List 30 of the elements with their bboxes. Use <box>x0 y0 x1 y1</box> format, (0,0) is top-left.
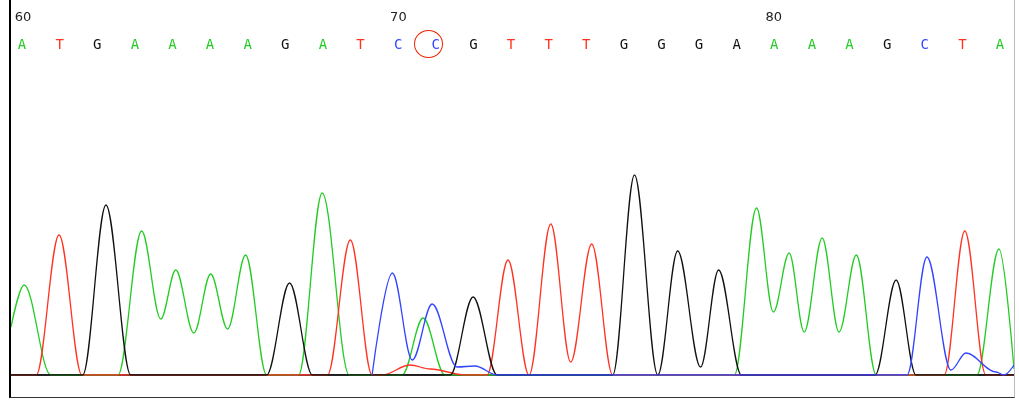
text: G <box>469 36 478 52</box>
text: A <box>995 36 1005 52</box>
text: G <box>281 36 290 52</box>
text: T <box>582 36 592 52</box>
x-tick-label: 70 <box>390 9 407 24</box>
text: G <box>694 36 704 52</box>
text: G <box>619 36 629 52</box>
text: G <box>882 36 892 52</box>
text: A <box>732 36 742 52</box>
text: G <box>93 36 102 52</box>
text: C <box>393 36 403 52</box>
text: T <box>356 36 366 52</box>
text: T <box>506 36 516 52</box>
text: A <box>770 36 780 52</box>
text: A <box>168 36 178 52</box>
text: C <box>920 36 929 52</box>
text: A <box>17 36 27 52</box>
text: A <box>243 36 253 52</box>
text: A <box>807 36 817 52</box>
text: T <box>544 36 554 52</box>
text: G <box>657 36 666 52</box>
x-tick-label: 60 <box>14 9 32 24</box>
text: A <box>845 36 855 52</box>
text: A <box>318 36 328 52</box>
text: C <box>431 36 440 52</box>
text: A <box>205 36 215 52</box>
x-tick-label: 80 <box>765 9 783 24</box>
text: A <box>130 36 140 52</box>
text: T <box>55 36 65 52</box>
text: T <box>958 36 968 52</box>
